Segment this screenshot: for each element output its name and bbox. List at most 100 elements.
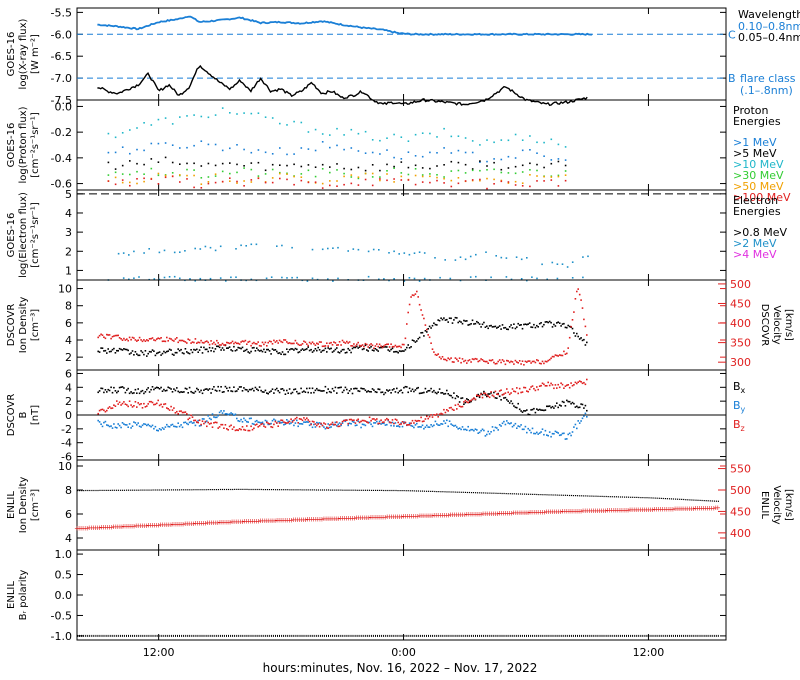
data-point (380, 419, 382, 421)
data-point (327, 247, 329, 250)
data-point (107, 388, 109, 391)
data-point (305, 489, 307, 491)
data-point (576, 427, 578, 430)
data-point (443, 420, 445, 422)
data-point (342, 634, 344, 637)
data-point: + (225, 518, 231, 526)
data-point (337, 425, 339, 428)
data-point (419, 490, 422, 492)
data-point (350, 147, 353, 149)
data-point (595, 495, 597, 497)
data-point (209, 489, 211, 491)
data-point (164, 142, 167, 144)
data-point: + (299, 516, 305, 524)
data-point (381, 391, 384, 393)
data-point (414, 174, 417, 177)
data-point: + (303, 516, 309, 524)
data-point (150, 634, 152, 637)
data-point (288, 348, 291, 351)
data-point (194, 390, 197, 393)
y-tick-label: -0.4 (51, 152, 72, 165)
data-point (607, 496, 609, 498)
data-point (217, 634, 219, 637)
data-point (260, 422, 262, 424)
data-point (536, 169, 538, 172)
data-point (163, 428, 165, 430)
data-point (330, 426, 332, 428)
data-point (136, 148, 138, 151)
data-point (264, 116, 267, 118)
y-axis-label-line: [W m⁻²] (30, 34, 41, 74)
data-point (500, 389, 502, 391)
data-point (248, 634, 250, 637)
y-tick-label: -0.6 (51, 178, 72, 191)
data-point (423, 420, 425, 422)
data-point: + (676, 505, 682, 513)
data-point (294, 339, 297, 342)
data-point (246, 634, 248, 637)
data-point (376, 343, 378, 345)
data-point (460, 361, 462, 364)
data-point: + (399, 513, 405, 521)
data-point (664, 498, 666, 500)
data-point (473, 358, 475, 361)
data-point (420, 416, 422, 419)
data-point (330, 423, 332, 425)
data-point (624, 634, 625, 637)
data-point (154, 387, 157, 389)
data-point (518, 360, 521, 362)
data-point (544, 321, 547, 323)
data-point (550, 159, 553, 161)
data-point (203, 418, 205, 420)
data-point (576, 405, 578, 408)
data-point: + (580, 507, 586, 515)
data-point (152, 634, 154, 637)
data-point (117, 350, 119, 352)
data-point (301, 391, 304, 393)
data-point (244, 388, 247, 391)
data-point (133, 250, 135, 253)
data-point (157, 337, 159, 339)
data-point (444, 358, 447, 361)
y-tick-label: 10 (58, 460, 72, 473)
data-point (553, 387, 555, 390)
data-point (128, 423, 131, 425)
data-point (256, 423, 258, 426)
data-point (541, 382, 544, 385)
data-point (233, 342, 235, 345)
data-point (357, 176, 360, 178)
data-point (198, 391, 201, 393)
data-point: + (707, 504, 713, 512)
data-point (296, 390, 298, 393)
data-point (557, 383, 559, 386)
data-point (379, 169, 381, 172)
data-point (580, 381, 582, 383)
data-point (438, 319, 441, 322)
data-point (672, 498, 675, 500)
data-point (583, 415, 585, 417)
data-point (254, 350, 257, 352)
y-tick-label: -0.2 (51, 126, 72, 139)
data-point (237, 388, 239, 390)
data-point (203, 489, 205, 491)
data-point: + (394, 513, 400, 521)
data-point (413, 422, 415, 424)
data-point: + (199, 520, 205, 528)
data-point (471, 358, 474, 360)
data-point (188, 339, 191, 341)
data-point (121, 181, 124, 184)
data-point (377, 489, 379, 491)
data-point (333, 390, 335, 392)
data-point (408, 253, 411, 256)
data-point: + (178, 520, 184, 528)
data-point (530, 431, 532, 434)
data-point (357, 184, 360, 186)
data-point (304, 421, 307, 423)
data-point (517, 425, 519, 427)
data-point (461, 322, 464, 325)
data-point (695, 499, 697, 501)
data-point (129, 160, 131, 162)
data-point (446, 409, 448, 411)
data-point (156, 338, 158, 340)
data-point (461, 358, 464, 360)
